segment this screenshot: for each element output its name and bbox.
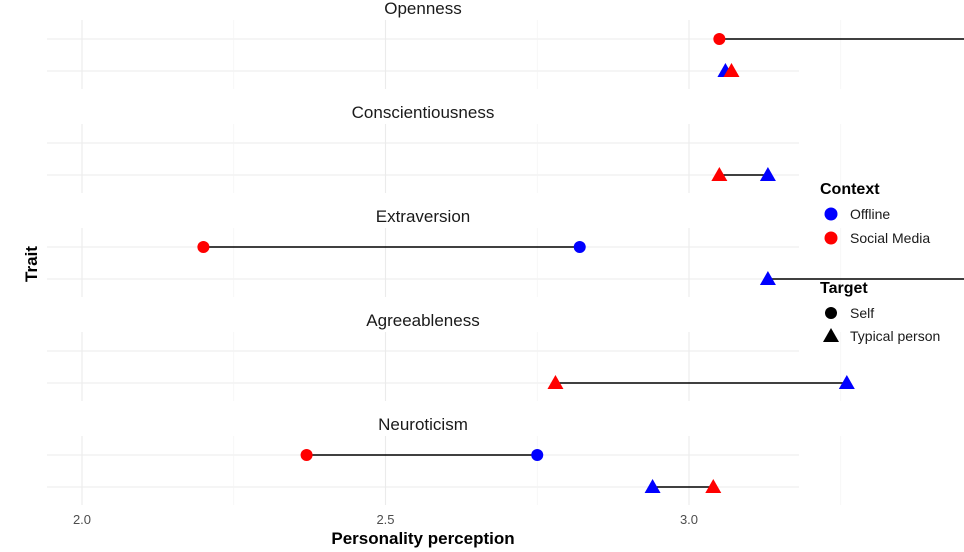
legend-target-typical-person-key [823,328,839,342]
legend-target-self-key [825,307,837,319]
x-tick-label: 3.0 [680,512,698,527]
point-neuroticism-typical-person-social-media [705,479,722,493]
legend-context-offline-key [824,207,838,221]
facet-extraversion: Extraversion [47,207,964,297]
point-conscientiousness-typical-person-offline [759,167,776,181]
facet-title-agreeableness: Agreeableness [366,311,479,330]
y-axis-title: Trait [22,246,41,282]
facet-openness: Openness [47,0,964,89]
x-axis-title: Personality perception [331,529,514,548]
facet-neuroticism: Neuroticism [47,415,842,505]
point-neuroticism-self-offline [531,449,544,461]
point-conscientiousness-typical-person-social-media [711,167,728,181]
point-neuroticism-self-social-media [300,449,313,461]
x-tick-label: 2.5 [376,512,394,527]
facet-title-neuroticism: Neuroticism [378,415,468,434]
facet-title-openness: Openness [384,0,462,18]
point-agreeableness-typical-person-social-media [547,375,564,389]
point-extraversion-typical-person-offline [759,271,776,285]
legend-context-social-media-key [824,231,838,245]
facet-panels: Openness Conscientiousness Extraversion Agr… [47,0,964,505]
legend-context-title: Context [820,181,880,198]
legend: Context Offline Social Media Target Self… [820,181,940,344]
legend-context-social-media-label: Social Media [850,230,930,246]
point-extraversion-self-social-media [197,241,210,253]
x-tick-label: 2.0 [73,512,91,527]
facet-title-conscientiousness: Conscientiousness [352,103,495,122]
point-extraversion-self-offline [573,241,586,253]
legend-target-title: Target [820,280,868,297]
facet-title-extraversion: Extraversion [376,207,470,226]
point-openness-typical-person-social-media [723,63,740,77]
point-neuroticism-typical-person-offline [644,479,661,493]
legend-target-self-label: Self [850,305,874,321]
facet-conscientiousness: Conscientiousness [47,103,842,193]
facet-agreeableness: Agreeableness [47,311,855,401]
legend-context-offline-label: Offline [850,206,890,222]
x-axis-ticks: 2.02.53.03.54.0 [73,512,698,527]
point-agreeableness-typical-person-offline [838,375,855,389]
legend-target-typical-person-label: Typical person [850,328,940,344]
point-openness-self-social-media [713,33,726,45]
